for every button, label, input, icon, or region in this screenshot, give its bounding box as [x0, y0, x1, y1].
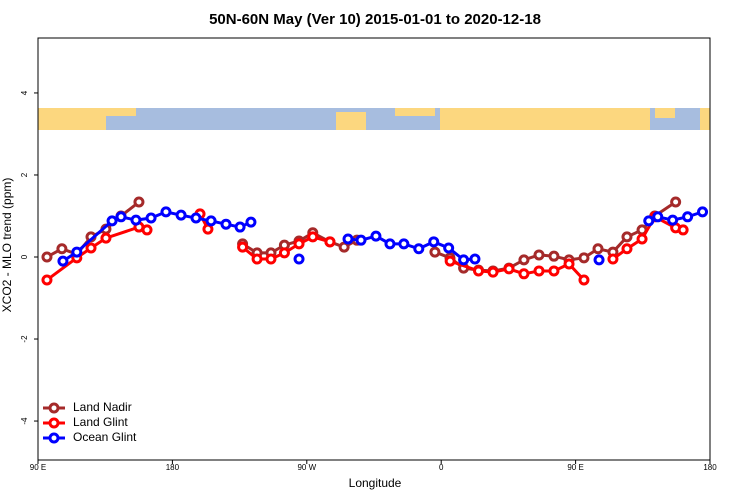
data-point	[234, 221, 246, 233]
x-tick-label: 180	[703, 463, 717, 472]
x-tick-label: 90 E	[30, 463, 46, 472]
data-point	[293, 253, 305, 265]
data-point	[652, 211, 664, 223]
data-point	[133, 196, 145, 208]
data-point	[563, 258, 575, 270]
data-point	[106, 215, 118, 227]
data-point	[145, 212, 157, 224]
data-point	[355, 234, 367, 246]
data-point	[682, 211, 694, 223]
data-point	[429, 246, 441, 258]
data-point	[697, 206, 709, 218]
data-point	[533, 265, 545, 277]
y-tick-label: 0	[20, 254, 29, 259]
x-tick-label: 180	[166, 463, 180, 472]
data-point	[607, 253, 619, 265]
data-point	[278, 247, 290, 259]
y-tick-label: -2	[20, 335, 29, 343]
data-point	[444, 255, 456, 267]
data-point	[636, 233, 648, 245]
data-point	[220, 218, 232, 230]
data-point	[307, 231, 319, 243]
legend-label: Ocean Glint	[73, 430, 137, 444]
series-line	[347, 234, 476, 262]
data-point	[205, 215, 217, 227]
data-point	[592, 243, 604, 255]
y-tick-label: 4	[20, 90, 29, 95]
y-tick-label: -4	[20, 417, 29, 425]
data-point	[41, 251, 53, 263]
x-tick-label: 0	[439, 463, 444, 472]
data-point	[130, 214, 142, 226]
data-point	[100, 232, 112, 244]
legend-label: Land Nadir	[73, 400, 132, 414]
data-point	[56, 243, 68, 255]
data-point	[548, 265, 560, 277]
data-point	[384, 238, 396, 250]
data-point	[237, 241, 249, 253]
y-tick-label: 2	[20, 172, 29, 177]
data-point	[578, 274, 590, 286]
data-point	[115, 211, 127, 223]
x-tick-label: 90 W	[297, 463, 316, 472]
data-point	[667, 214, 679, 226]
data-point	[443, 242, 455, 254]
data-point	[141, 224, 153, 236]
data-point	[85, 242, 97, 254]
data-point	[643, 215, 655, 227]
data-point	[458, 254, 470, 266]
legend-marker	[48, 402, 60, 414]
plot-frame	[37, 37, 711, 461]
x-axis-label: Longitude	[349, 476, 402, 490]
map-strip	[38, 108, 710, 130]
data-point	[293, 238, 305, 250]
data-point	[175, 209, 187, 221]
data-point	[57, 255, 69, 267]
data-point	[265, 253, 277, 265]
data-point	[245, 216, 257, 228]
data-point	[338, 241, 350, 253]
data-point	[548, 250, 560, 262]
data-point	[518, 254, 530, 266]
data-point	[578, 252, 590, 264]
data-point	[370, 230, 382, 242]
data-point	[71, 246, 83, 258]
data-point	[487, 266, 499, 278]
data-point	[518, 268, 530, 280]
data-point	[160, 206, 172, 218]
data-point	[621, 243, 633, 255]
data-point	[533, 249, 545, 261]
data-point	[677, 224, 689, 236]
data-point	[469, 253, 481, 265]
y-axis-label: XCO2 - MLO trend (ppm)	[0, 178, 14, 313]
data-point	[621, 231, 633, 243]
data-point	[190, 212, 202, 224]
legend-label: Land Glint	[73, 415, 128, 429]
data-point	[251, 253, 263, 265]
data-point	[593, 254, 605, 266]
data-point	[503, 263, 515, 275]
data-point	[473, 265, 485, 277]
data-point	[41, 274, 53, 286]
data-point	[342, 233, 354, 245]
data-point	[670, 196, 682, 208]
chart-title: 50N-60N May (Ver 10) 2015-01-01 to 2020-…	[209, 11, 541, 28]
data-point	[324, 236, 336, 248]
legend-marker	[48, 432, 60, 444]
x-tick-label: 90 E	[567, 463, 583, 472]
data-point	[428, 236, 440, 248]
legend-marker	[48, 417, 60, 429]
data-point	[398, 238, 410, 250]
data-point	[413, 243, 425, 255]
